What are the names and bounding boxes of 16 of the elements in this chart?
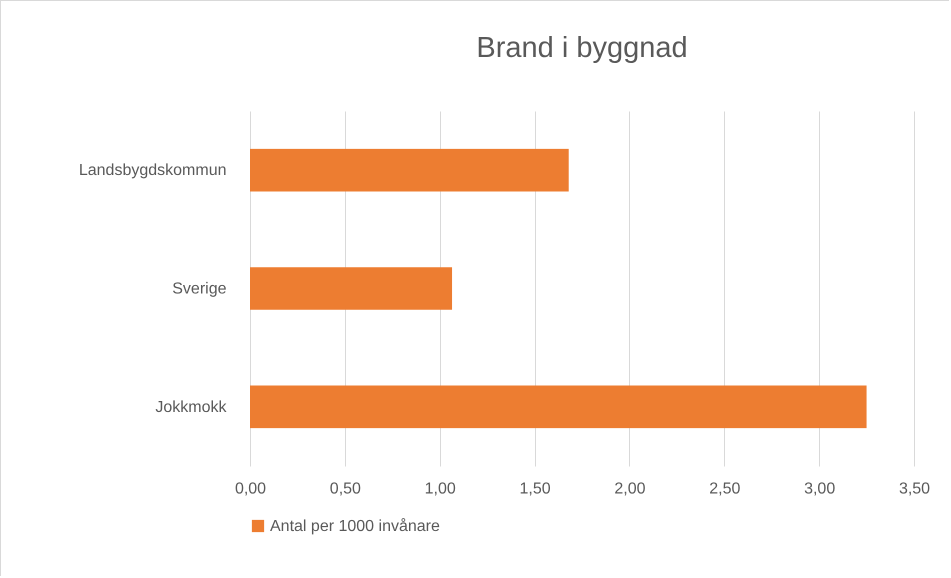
- y-tick-label: Landsbygdskommun: [78, 162, 226, 180]
- x-tick-label: 1,00: [424, 480, 456, 498]
- bar: [250, 267, 452, 310]
- x-tick-label: 1,50: [520, 480, 551, 498]
- x-tick-label: 2,50: [709, 480, 740, 498]
- bar: [250, 148, 569, 192]
- legend-label: Antal per 1000 invånare: [270, 518, 440, 535]
- y-tick-label: Sverige: [172, 280, 227, 298]
- x-tick-label: 0,00: [234, 480, 266, 498]
- x-tick-label: 3,00: [804, 480, 836, 498]
- x-tick-label: 0,50: [330, 480, 362, 498]
- y-tick-label: Jokkmokk: [155, 398, 228, 416]
- x-tick-label: 3,50: [898, 480, 930, 498]
- chart-title: Brand i byggnad: [476, 32, 688, 64]
- bar: [250, 386, 867, 428]
- x-tick-label: 2,00: [614, 480, 646, 498]
